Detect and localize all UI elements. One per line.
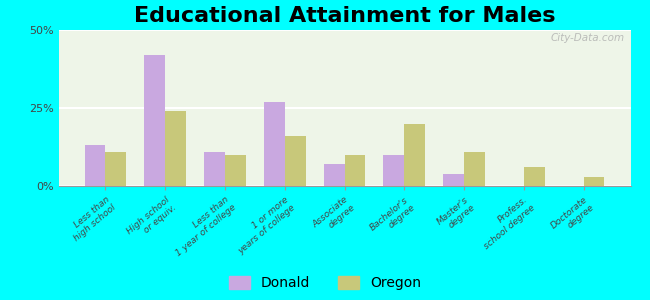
Bar — [84, 146, 105, 186]
Bar — [524, 167, 545, 186]
Text: City-Data.com: City-Data.com — [551, 33, 625, 43]
Bar — [443, 173, 464, 186]
Bar — [344, 155, 365, 186]
Bar — [105, 152, 126, 186]
Bar — [285, 136, 306, 186]
Title: Educational Attainment for Males: Educational Attainment for Males — [134, 6, 555, 26]
Legend: Donald, Oregon: Donald, Oregon — [229, 276, 421, 290]
Bar — [404, 124, 425, 186]
Bar — [264, 102, 285, 186]
Bar — [225, 155, 246, 186]
Bar — [384, 155, 404, 186]
Bar — [584, 177, 605, 186]
Bar — [165, 111, 186, 186]
Bar — [324, 164, 344, 186]
Bar — [464, 152, 485, 186]
Bar — [204, 152, 225, 186]
Bar — [144, 55, 165, 186]
